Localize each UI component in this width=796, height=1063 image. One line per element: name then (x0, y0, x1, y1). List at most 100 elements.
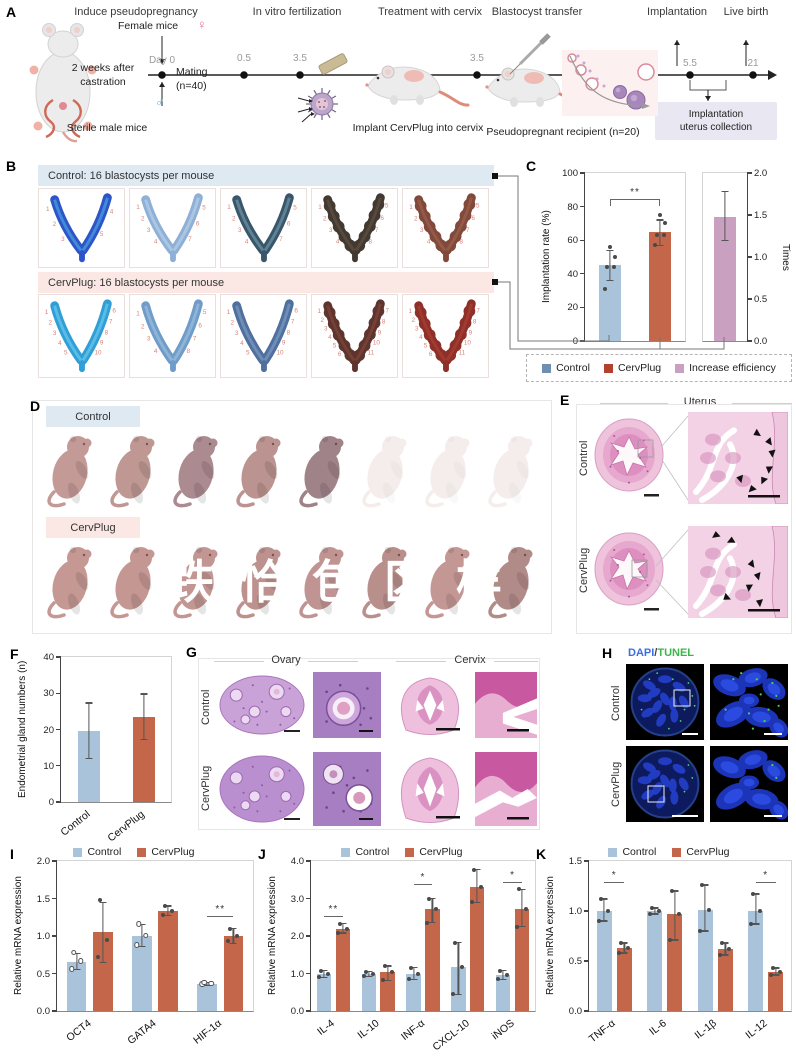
data-point (434, 907, 439, 911)
y-tick-label: 20 (567, 302, 578, 314)
error-bar (724, 943, 726, 955)
data-point (667, 938, 672, 942)
data-point (453, 940, 458, 945)
panel-g-frame (198, 658, 540, 830)
panel-f-gland-chart: F Endometrial gland numbers (n) 0 10 20 30 40… (0, 640, 190, 855)
panel-e-label: E (560, 392, 570, 408)
data-point (606, 909, 611, 913)
row-label-control: Control (578, 440, 590, 476)
data-point (663, 221, 667, 226)
svg-text:7: 7 (188, 236, 192, 243)
y-tick-label: 0 (572, 336, 578, 347)
error-bar (502, 970, 504, 980)
svg-text:4: 4 (240, 340, 244, 347)
bar-group (57, 861, 122, 1011)
ovary-section (219, 755, 305, 823)
svg-text:7: 7 (291, 319, 295, 326)
svg-text:2: 2 (53, 221, 57, 228)
uterus-photo: 1 2 3 4 5 6 7 8 9 10 11 (311, 294, 398, 378)
data-point (143, 932, 149, 938)
bar-cervplug-inos (514, 909, 530, 1011)
svg-text:3: 3 (238, 227, 242, 234)
svg-text:1: 1 (318, 204, 322, 211)
svg-text:8: 8 (473, 319, 477, 326)
bar-control-inos (496, 974, 511, 1011)
cervix-inset-zoom (475, 672, 537, 738)
svg-text:9: 9 (469, 329, 473, 336)
svg-text:2: 2 (411, 317, 415, 324)
legend-item: CervPlug (405, 846, 463, 858)
legend-label: Increase efficiency (689, 362, 776, 374)
panel-j-mrna-chart: J Control CervPlug Relative mRNA expressio… (254, 844, 540, 1063)
x-axis-label: CervPlug (105, 808, 148, 845)
y-tick (747, 172, 752, 174)
error-cap (99, 901, 107, 903)
castration-label: 2 weeks after (71, 62, 135, 74)
y-tick-label: 1.5 (754, 210, 768, 221)
svg-text:5: 5 (333, 343, 337, 350)
y-tick-label: 0.5 (754, 294, 768, 305)
y-tick-label: 0.0 (754, 336, 768, 347)
error-cap (721, 190, 729, 193)
mrna-chart-j: Control CervPlug Relative mRNA expression 0… (266, 844, 538, 1053)
error-cap (454, 942, 462, 944)
pup-photo (299, 546, 344, 619)
y-tick (306, 935, 311, 937)
uterus-cross-section (594, 532, 664, 611)
data-point (707, 908, 712, 912)
panel-a-schematic: A Implantation uterus collection Induce … (0, 0, 796, 158)
svg-text:8: 8 (369, 238, 373, 245)
mating-n-label: (n=40) (176, 80, 207, 92)
error-cap (518, 926, 526, 928)
y-tick (56, 656, 61, 658)
implant-caption: Implant CervPlug into cervix (352, 122, 484, 134)
uterus-inset-zoom (688, 526, 788, 618)
row-label-cervplug: CervPlug (200, 765, 212, 811)
svg-text:2: 2 (414, 216, 418, 223)
svg-text:7: 7 (476, 308, 480, 315)
castrated-mouse-illustration (29, 23, 97, 143)
mrna-chart-i: Control CervPlug Relative mRNA expression 0… (12, 844, 256, 1047)
panel-c-legend: Control CervPlug Increase efficiency (526, 354, 792, 382)
data-point (656, 909, 661, 913)
legend-label: Control (556, 362, 590, 374)
data-point (472, 867, 477, 872)
y-tick-label: 1.0 (36, 931, 50, 942)
data-point (757, 909, 762, 913)
data-point (479, 885, 484, 890)
error-cap (600, 920, 608, 922)
x-axis-labels: TNF-α IL-6 IL-1β IL-12 (587, 1011, 791, 1047)
data-point (498, 968, 503, 973)
legend-swatch (675, 363, 685, 373)
error-cap (320, 969, 328, 972)
y-tick-label: 1.0 (290, 968, 304, 980)
error-bar (76, 953, 78, 970)
svg-text:7: 7 (279, 236, 283, 243)
tunel-label: TUNEL (657, 647, 695, 659)
data-point (662, 233, 666, 238)
data-point (226, 939, 231, 944)
y-tick-label: 3.0 (290, 893, 304, 905)
data-point (161, 913, 166, 917)
y-tick (747, 298, 752, 300)
svg-text:6: 6 (287, 221, 291, 228)
svg-text:5: 5 (293, 205, 297, 212)
bar-control-il-1β (697, 910, 713, 1011)
x-axis-label: iNOS (489, 1017, 517, 1043)
data-point (370, 971, 375, 976)
error-cap (140, 738, 147, 740)
x-axis-label: IL-1β (692, 1017, 719, 1042)
svg-text:5: 5 (203, 309, 207, 316)
data-point (380, 978, 385, 983)
error-bar (704, 885, 706, 931)
y-axis-label: Endometrial gland numbers (n) (17, 660, 28, 799)
svg-text:10: 10 (95, 350, 103, 357)
data-point (523, 907, 528, 911)
bar-group (116, 657, 171, 802)
pup-photo (110, 546, 155, 619)
bar-cervplug-il-4 (335, 928, 350, 1011)
data-point (325, 971, 330, 976)
error-bar (609, 250, 611, 281)
data-point (649, 906, 654, 910)
